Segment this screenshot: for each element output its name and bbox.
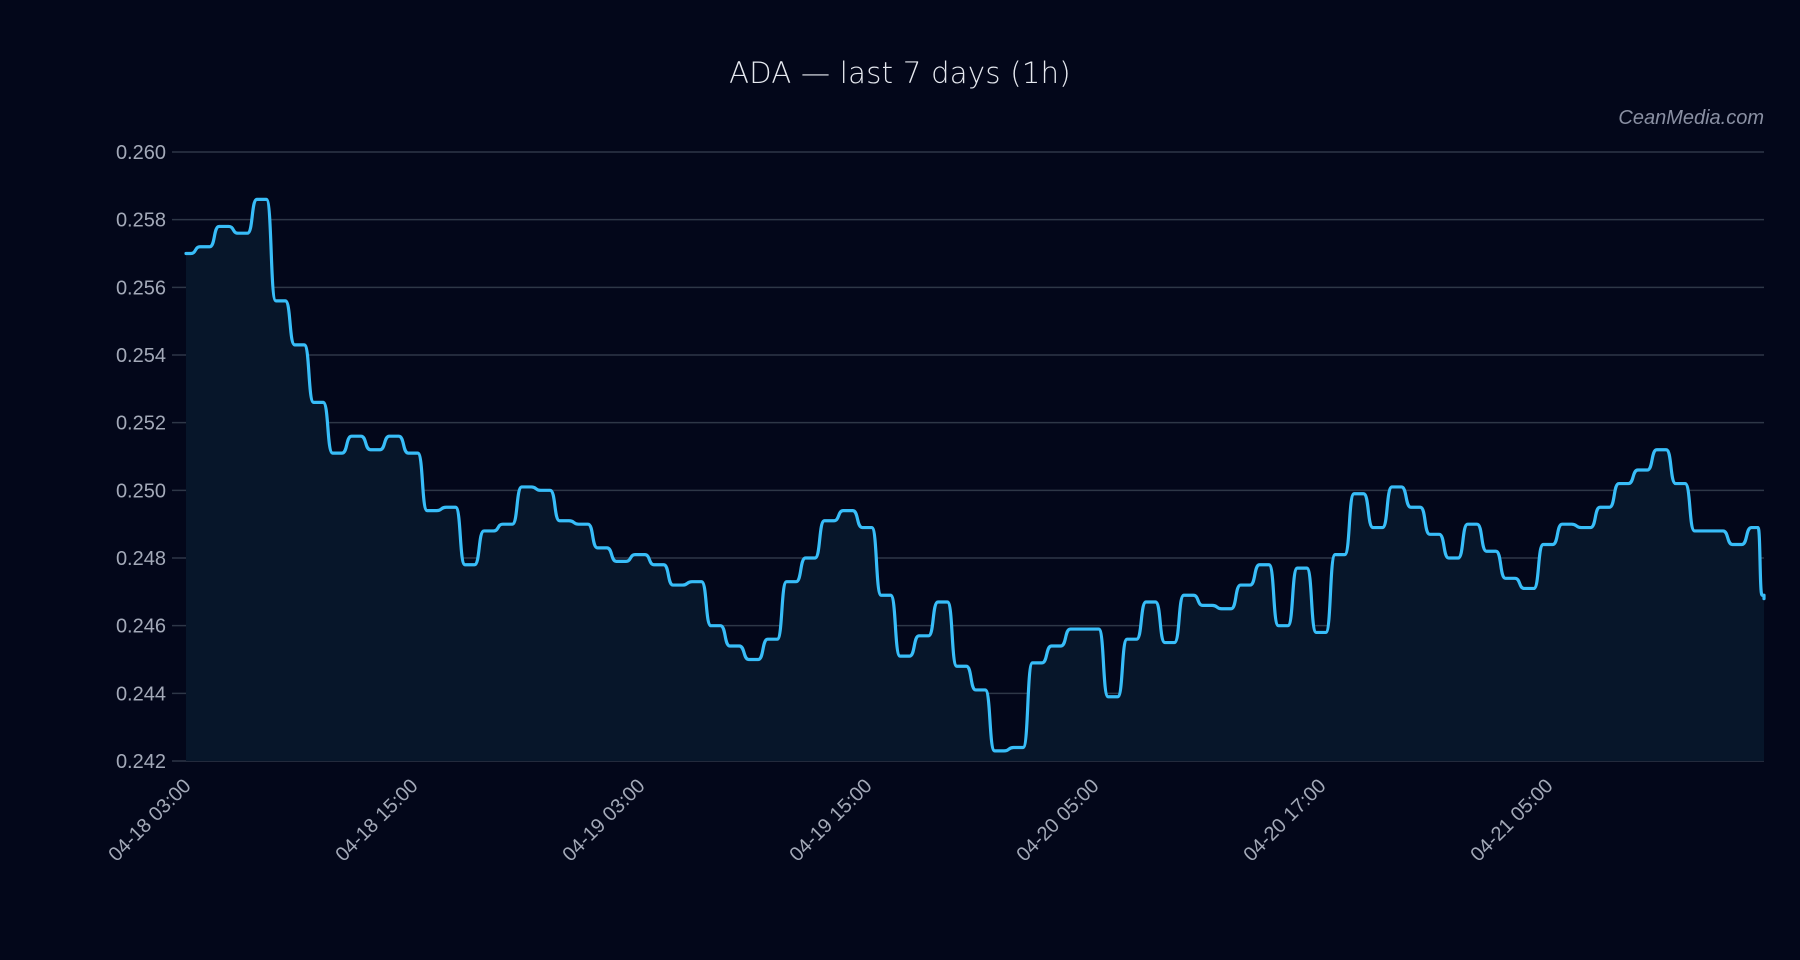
x-tick-label: 04-20 17:00 (1239, 775, 1330, 866)
price-area-fill (186, 199, 1764, 761)
y-tick-label: 0.256 (116, 277, 166, 299)
y-tick-label: 0.246 (116, 616, 166, 638)
x-tick-label: 04-18 15:00 (331, 775, 422, 866)
watermark: CeanMedia.com (1618, 107, 1764, 129)
x-tick-label: 04-18 03:00 (104, 775, 195, 866)
y-tick-label: 0.252 (116, 413, 166, 435)
price-line (184, 197, 1766, 753)
x-tick-label: 04-20 05:00 (1012, 775, 1103, 866)
chart-title: ADA — last 7 days (1h) (729, 56, 1071, 90)
y-tick-label: 0.260 (116, 142, 166, 164)
x-axis: 04-18 03:00 04-18 15:00 04-19 03:00 04-19 1… (104, 775, 1557, 866)
y-tick-label: 0.248 (116, 548, 166, 570)
y-tick-label: 0.254 (116, 345, 166, 367)
x-tick-label: 04-19 15:00 (785, 775, 876, 866)
y-tick-label: 0.258 (116, 210, 166, 232)
y-tick-label: 0.242 (116, 751, 166, 773)
x-tick-label: 04-21 05:00 (1466, 775, 1557, 866)
y-tick-label: 0.244 (116, 683, 166, 705)
y-tick-label: 0.250 (116, 480, 166, 502)
x-tick-label: 04-19 03:00 (558, 775, 649, 866)
y-axis: 0.260 0.258 0.256 0.254 0.252 0.250 0.248 0.246… (116, 142, 166, 773)
